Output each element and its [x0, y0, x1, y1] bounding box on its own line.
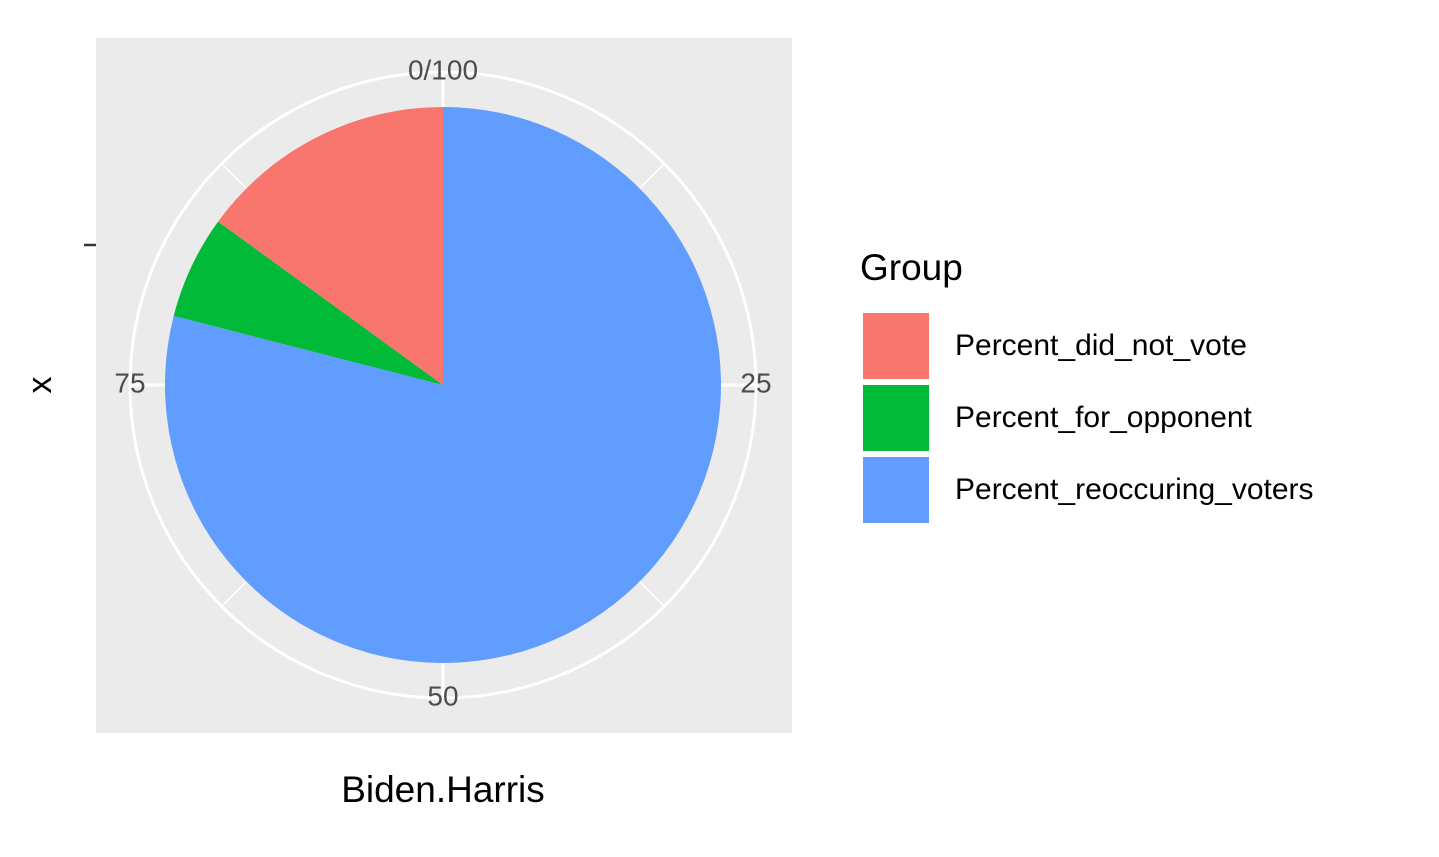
- legend-label: Percent_did_not_vote: [955, 329, 1247, 362]
- x-axis-label: Biden.Harris: [341, 769, 545, 810]
- theta-tick-label: 75: [114, 367, 145, 398]
- legend-label: Percent_for_opponent: [955, 401, 1253, 434]
- pie-slice: [173, 221, 443, 385]
- pie-slice: [218, 107, 443, 385]
- legend-label: Percent_reoccuring_voters: [955, 473, 1314, 506]
- pie-slice: [164, 107, 721, 663]
- legend-key: [861, 383, 931, 453]
- theta-tick-label: 25: [740, 367, 771, 398]
- theta-axis: 0/100 25 50 75: [114, 54, 771, 711]
- theta-tick-label: 50: [427, 680, 458, 711]
- y-axis-label: x: [21, 377, 59, 394]
- theta-tick-label: 0/100: [408, 54, 478, 85]
- legend-key: [861, 311, 931, 381]
- pie: [164, 107, 721, 663]
- legend-key: [861, 455, 931, 525]
- legend: Percent_did_not_vote Percent_for_opponent…: [861, 311, 1314, 525]
- legend-title: Group: [860, 247, 963, 288]
